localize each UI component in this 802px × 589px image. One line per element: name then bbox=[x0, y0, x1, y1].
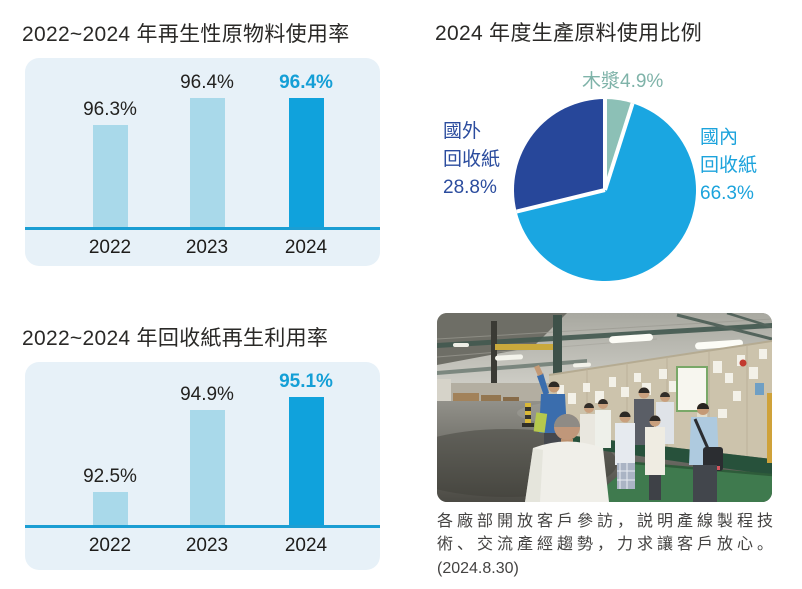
bar-value-label: 96.4% bbox=[279, 72, 333, 93]
bar-2024 bbox=[288, 98, 324, 227]
factory-visit-photo bbox=[437, 313, 772, 502]
pie-chart-title: 2024 年度生產原料使用比例 bbox=[435, 22, 703, 45]
caption-line: 術、交流產經趨勢，力求讓客戶放心。 bbox=[437, 536, 773, 554]
bar-2024 bbox=[288, 397, 324, 525]
x-axis-line bbox=[25, 525, 380, 528]
bar-value-label: 96.3% bbox=[83, 99, 137, 120]
caption-date: (2024.8.30) bbox=[437, 559, 519, 577]
bar-chart-1: 96.3% 2022 96.4% 2023 96.4% 2024 bbox=[25, 58, 380, 266]
bar-value-label: 95.1% bbox=[279, 371, 333, 392]
bar-2023 bbox=[189, 98, 225, 227]
pie-divider bbox=[603, 102, 635, 191]
pie-label-line: 28.8% bbox=[443, 177, 497, 198]
bar-value-label: 96.4% bbox=[180, 72, 234, 93]
pie-label-line: 回收紙 bbox=[443, 149, 501, 170]
x-axis-label: 2022 bbox=[88, 237, 132, 258]
pie-label-domestic-recycled: 國內 回收紙 66.3% bbox=[700, 124, 757, 208]
pie-slice-國外回收紙 bbox=[514, 99, 605, 212]
bar-2022 bbox=[92, 492, 128, 525]
pie-divider bbox=[516, 188, 606, 214]
pie-label-line: 國內 bbox=[700, 127, 739, 148]
bar-chart-2: 92.5% 2022 94.9% 2023 95.1% 2024 bbox=[25, 362, 380, 570]
pie-chart bbox=[514, 99, 696, 282]
bar-chart-2-title: 2022~2024 年回收紙再生利用率 bbox=[22, 327, 329, 350]
bar-chart-1-title: 2022~2024 年再生性原物料使用率 bbox=[22, 23, 350, 46]
photo-caption: 各廠部開放客戶參訪，説明產線製程技 術、交流產經趨勢，力求讓客戶放心。 (202… bbox=[437, 510, 773, 580]
pie-label-pulp: 木漿4.9% bbox=[582, 71, 664, 92]
x-axis-label: 2024 bbox=[284, 237, 328, 258]
x-axis-label: 2022 bbox=[88, 535, 132, 556]
pie-slice-國內回收紙 bbox=[516, 103, 696, 282]
bar-2022 bbox=[92, 125, 128, 227]
bar-value-label: 92.5% bbox=[83, 466, 137, 487]
pie-label-foreign-recycled: 國外 回收紙 28.8% bbox=[443, 118, 500, 202]
x-axis-label: 2024 bbox=[284, 535, 328, 556]
x-axis-label: 2023 bbox=[185, 237, 229, 258]
pie-label-line: 回收紙 bbox=[700, 155, 758, 176]
caption-line: 各廠部開放客戶參訪，説明產線製程技 bbox=[437, 513, 773, 530]
x-axis-line bbox=[25, 227, 380, 230]
bar-value-label: 94.9% bbox=[180, 384, 234, 405]
bar-2023 bbox=[189, 410, 225, 525]
x-axis-label: 2023 bbox=[185, 535, 229, 556]
pie-label-line: 66.3% bbox=[700, 183, 754, 204]
pie-label-line: 國外 bbox=[443, 121, 482, 142]
